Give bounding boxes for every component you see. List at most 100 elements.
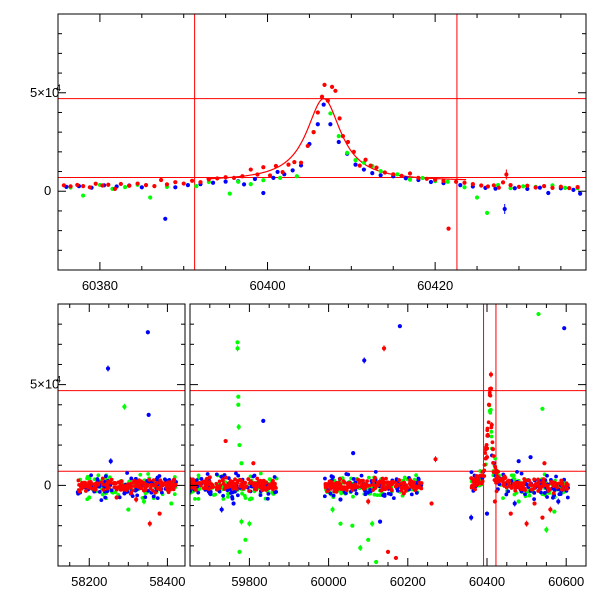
bottom-cloud-point-blue <box>99 498 104 503</box>
bottom-cloud-point-red <box>536 480 541 484</box>
bottom-cloud-point-blue <box>229 491 233 495</box>
top-point-green-37 <box>562 185 568 190</box>
bottom-cloud-point-red <box>233 483 237 488</box>
bottom-cloud-point-blue <box>97 490 102 494</box>
bottom-cloud-point-red <box>148 486 153 491</box>
bottom-cloud-point-red <box>473 477 478 482</box>
bottom-cloud-point-red <box>198 483 203 488</box>
top-point-red-28 <box>267 173 273 178</box>
bottom-cloud-point-blue <box>186 483 190 487</box>
bottom-cloud-point-red <box>394 483 399 488</box>
bottom-xtick-label-0-1: 58400 <box>149 574 185 589</box>
bottom-cloud-point-red <box>220 477 225 482</box>
bottom-cloud-point-red <box>76 478 81 483</box>
bottom-point-green-5 <box>235 340 240 345</box>
bottom-cloud-point-blue <box>351 477 356 481</box>
bottom-cloud-point-blue <box>103 495 108 500</box>
top-point-red-20 <box>206 177 211 182</box>
bottom-cloud-point-green <box>248 474 253 479</box>
bottom-ytick-exponent-1: 4 <box>56 375 61 385</box>
bottom-cloud-point-blue <box>272 475 277 479</box>
bottom-cloud-point-red <box>335 483 340 488</box>
bottom-cloud-point-red <box>334 489 339 494</box>
bottom-cloud-point-blue <box>199 477 204 481</box>
bottom-cloud-point-red <box>105 486 110 491</box>
bottom-point-green-11 <box>239 461 244 466</box>
bottom-cloud-point-red <box>151 478 156 483</box>
top-point-red-37 <box>319 94 325 99</box>
bottom-cloud-point-red <box>158 487 163 492</box>
bottom-cloud-point-red <box>354 485 359 490</box>
bottom-cloud-point-blue <box>354 491 359 496</box>
bottom-cloud-point-red <box>545 484 550 489</box>
bottom-point-blue-19 <box>338 497 343 502</box>
bottom-cloud-point-blue <box>194 478 199 483</box>
bottom-cloud-point-red <box>109 477 114 482</box>
bottom-cloud-point-red <box>323 485 328 490</box>
bottom-point-red-8 <box>429 501 434 506</box>
bottom-cloud-point-green <box>92 477 97 482</box>
bottom-cloud-point-red <box>371 482 375 487</box>
top-point-red-66 <box>500 180 506 185</box>
bottom-cloud-point-red <box>478 473 483 478</box>
bottom-point-blue-1 <box>145 330 150 335</box>
top-point-red-73 <box>550 185 555 190</box>
top-point-red-6 <box>100 183 105 188</box>
bottom-cloud-point-blue <box>274 489 279 494</box>
top-ytick-exponent-1: 4 <box>56 83 61 93</box>
bottom-cloud-point-red <box>375 483 380 488</box>
top-point-blue-45 <box>546 190 551 196</box>
bottom-cloud-point-red <box>475 480 480 485</box>
bottom-cloud-point-red <box>504 485 509 490</box>
bottom-cloud-point-red <box>99 480 104 484</box>
bottom-point-green-1 <box>87 495 92 500</box>
bottom-cloud-point-red <box>139 479 144 484</box>
bottom-point-blue-13 <box>516 459 521 464</box>
top-point-red-75 <box>567 185 572 191</box>
top-point-green-13 <box>261 178 266 183</box>
bottom-cloud-point-red <box>191 478 196 483</box>
bottom-point-red-22 <box>532 501 537 506</box>
top-point-red-25 <box>248 167 253 172</box>
bottom-cloud-point-red <box>233 477 237 482</box>
top-point-red-22 <box>223 175 228 180</box>
bottom-cloud-point-red <box>261 487 266 492</box>
bottom-ytick-label-0: 0 <box>44 477 51 492</box>
bottom-cloud-point-red <box>272 485 277 489</box>
bottom-cloud-point-green <box>527 493 532 498</box>
bottom-cloud-point-blue <box>524 482 529 487</box>
bottom-cloud-point-green <box>221 497 226 501</box>
top-point-red-59 <box>453 179 459 184</box>
bottom-cloud-point-blue <box>416 477 421 482</box>
top-point-green-14 <box>277 175 283 180</box>
bottom-cloud-point-red <box>242 481 247 486</box>
top-point-green-25 <box>407 177 413 182</box>
bottom-cloud-point-blue <box>323 476 327 481</box>
bottom-cloud-point-red <box>118 484 123 489</box>
top-panel-frame <box>57 13 587 271</box>
top-panel: 60380 60400 60420 0 5×104 <box>30 13 587 293</box>
bottom-cloud-point-red <box>183 478 187 482</box>
bottom-cloud-point-red <box>509 485 513 489</box>
top-point-blue-12 <box>223 179 228 184</box>
top-point-red-40 <box>329 84 335 89</box>
bottom-cloud-point-red <box>522 477 527 481</box>
bottom-point-blue-16 <box>562 326 567 331</box>
bottom-cloud-point-red <box>207 479 212 484</box>
bottom-cloud-point-blue <box>234 471 238 476</box>
bottom-cloud-point-red <box>112 485 117 490</box>
bottom-cloud-point-blue <box>409 492 414 497</box>
bottom-point-green-14 <box>237 549 242 554</box>
bottom-cloud-point-red <box>496 478 500 483</box>
top-point-blue-35 <box>428 179 434 185</box>
bottom-cloud-point-green <box>366 475 371 480</box>
bottom-cloud-point-blue <box>554 474 558 479</box>
top-point-red-42 <box>337 116 342 121</box>
bottom-cloud-point-red <box>413 484 418 489</box>
bottom-cloud-point-green <box>146 472 151 476</box>
bottom-cloud-point-green <box>372 492 377 497</box>
top-ytick-label-0: 0 <box>44 183 51 198</box>
bottom-cloud-point-blue <box>539 490 543 495</box>
bottom-cloud-point-red <box>165 488 170 492</box>
bottom-cloud-point-red <box>379 488 384 493</box>
